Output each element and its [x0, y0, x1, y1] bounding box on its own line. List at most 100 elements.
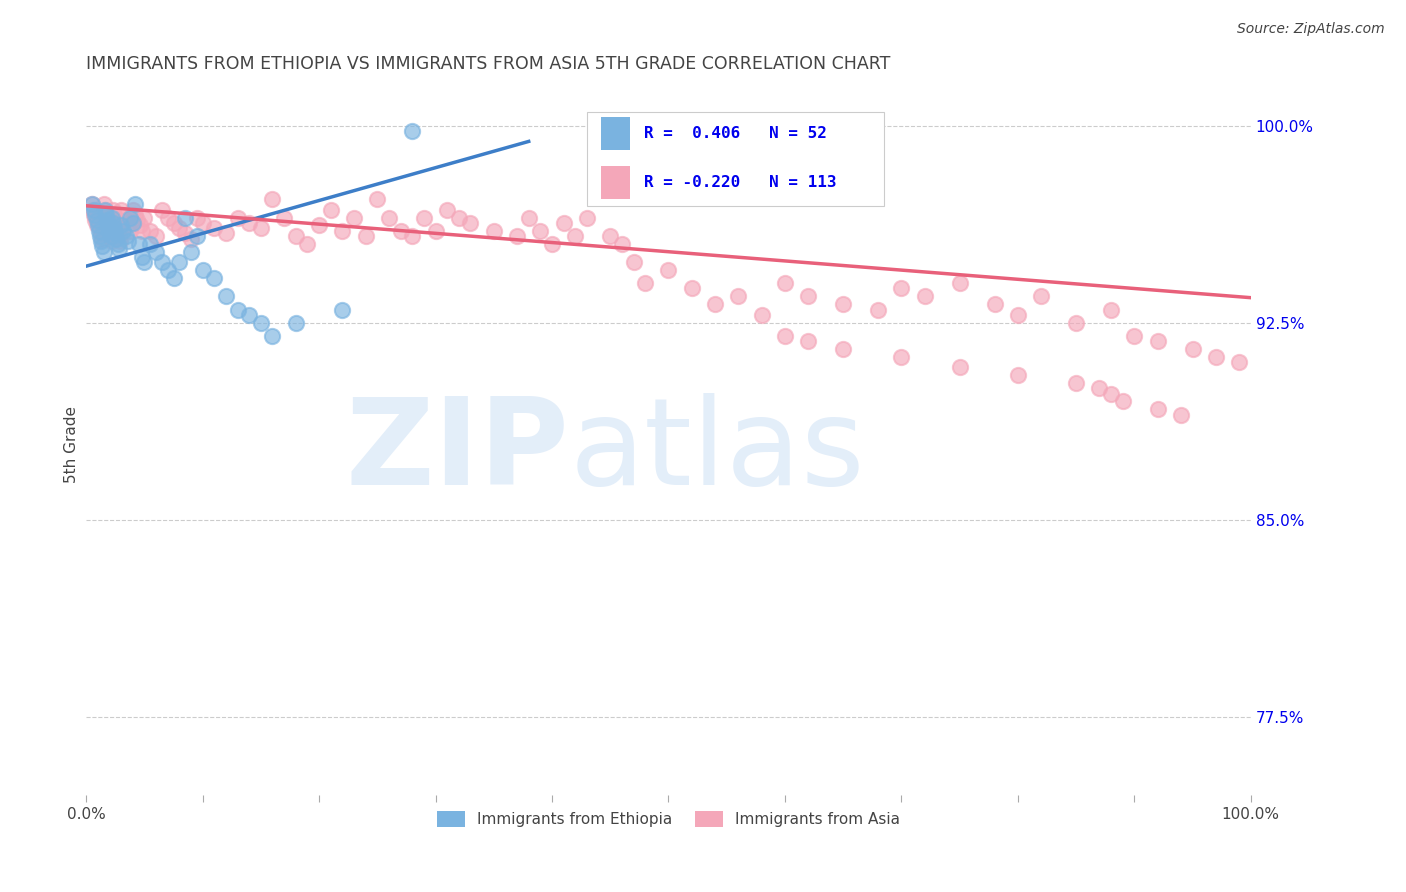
Point — [180, 244, 202, 259]
Point — [101, 216, 124, 230]
Point — [87, 224, 110, 238]
Point — [117, 219, 139, 233]
Point — [1123, 328, 1146, 343]
Point — [117, 234, 139, 248]
FancyBboxPatch shape — [586, 112, 884, 206]
Point — [139, 224, 162, 238]
Point — [128, 219, 150, 233]
Point — [156, 263, 179, 277]
Point — [797, 289, 820, 303]
Point — [174, 211, 197, 225]
Point — [250, 316, 273, 330]
Point — [156, 211, 179, 225]
Point — [425, 224, 447, 238]
Point — [114, 213, 136, 227]
Point — [107, 229, 129, 244]
Point — [949, 277, 972, 291]
Point — [1088, 381, 1111, 395]
Point — [139, 236, 162, 251]
Point — [94, 202, 117, 217]
Point — [131, 250, 153, 264]
Point — [460, 216, 482, 230]
Point — [215, 289, 238, 303]
Point — [226, 211, 249, 225]
Point — [482, 224, 505, 238]
Point — [96, 213, 118, 227]
Point — [332, 224, 354, 238]
Point — [105, 219, 128, 233]
Point — [131, 224, 153, 238]
Point — [319, 202, 342, 217]
Point — [332, 302, 354, 317]
Point — [127, 213, 149, 227]
Point — [727, 289, 749, 303]
Point — [97, 219, 120, 233]
Point — [104, 227, 127, 241]
Point — [124, 197, 146, 211]
Point — [96, 213, 118, 227]
Point — [202, 271, 225, 285]
Point — [1007, 308, 1029, 322]
Point — [401, 124, 423, 138]
Point — [93, 197, 115, 211]
Point — [169, 221, 191, 235]
Point — [436, 202, 458, 217]
Point — [145, 244, 167, 259]
Point — [914, 289, 936, 303]
Point — [121, 202, 143, 217]
Point — [150, 255, 173, 269]
Point — [186, 229, 208, 244]
Point — [704, 297, 727, 311]
Point — [401, 229, 423, 244]
Point — [412, 211, 434, 225]
Point — [107, 242, 129, 256]
Point — [103, 221, 125, 235]
Text: ZIP: ZIP — [346, 393, 569, 510]
Point — [100, 211, 122, 225]
Point — [169, 255, 191, 269]
Point — [93, 244, 115, 259]
Point — [121, 216, 143, 230]
Point — [120, 224, 142, 238]
Point — [773, 277, 796, 291]
Point — [773, 328, 796, 343]
Point — [890, 281, 912, 295]
Point — [110, 202, 132, 217]
Point — [623, 255, 645, 269]
Point — [100, 229, 122, 244]
Point — [832, 342, 855, 356]
Point — [191, 216, 214, 230]
Point — [87, 211, 110, 225]
Point — [506, 229, 529, 244]
Point — [103, 208, 125, 222]
Point — [297, 236, 319, 251]
Point — [215, 227, 238, 241]
Point — [1112, 394, 1135, 409]
Point — [162, 216, 184, 230]
Point — [1181, 342, 1204, 356]
Point — [238, 308, 260, 322]
Point — [90, 234, 112, 248]
Point — [128, 236, 150, 251]
Point — [1170, 408, 1192, 422]
Point — [273, 211, 295, 225]
Point — [89, 229, 111, 244]
Point — [97, 219, 120, 233]
Point — [162, 271, 184, 285]
Bar — [600, 117, 630, 150]
Point — [308, 219, 330, 233]
Point — [180, 231, 202, 245]
Point — [366, 192, 388, 206]
Point — [250, 221, 273, 235]
Point — [983, 297, 1005, 311]
Point — [124, 208, 146, 222]
Point — [681, 281, 703, 295]
Point — [1064, 316, 1087, 330]
Point — [262, 192, 284, 206]
Point — [108, 234, 131, 248]
Point — [86, 213, 108, 227]
Point — [134, 255, 156, 269]
Point — [86, 219, 108, 233]
Point — [100, 229, 122, 244]
Point — [541, 236, 564, 251]
